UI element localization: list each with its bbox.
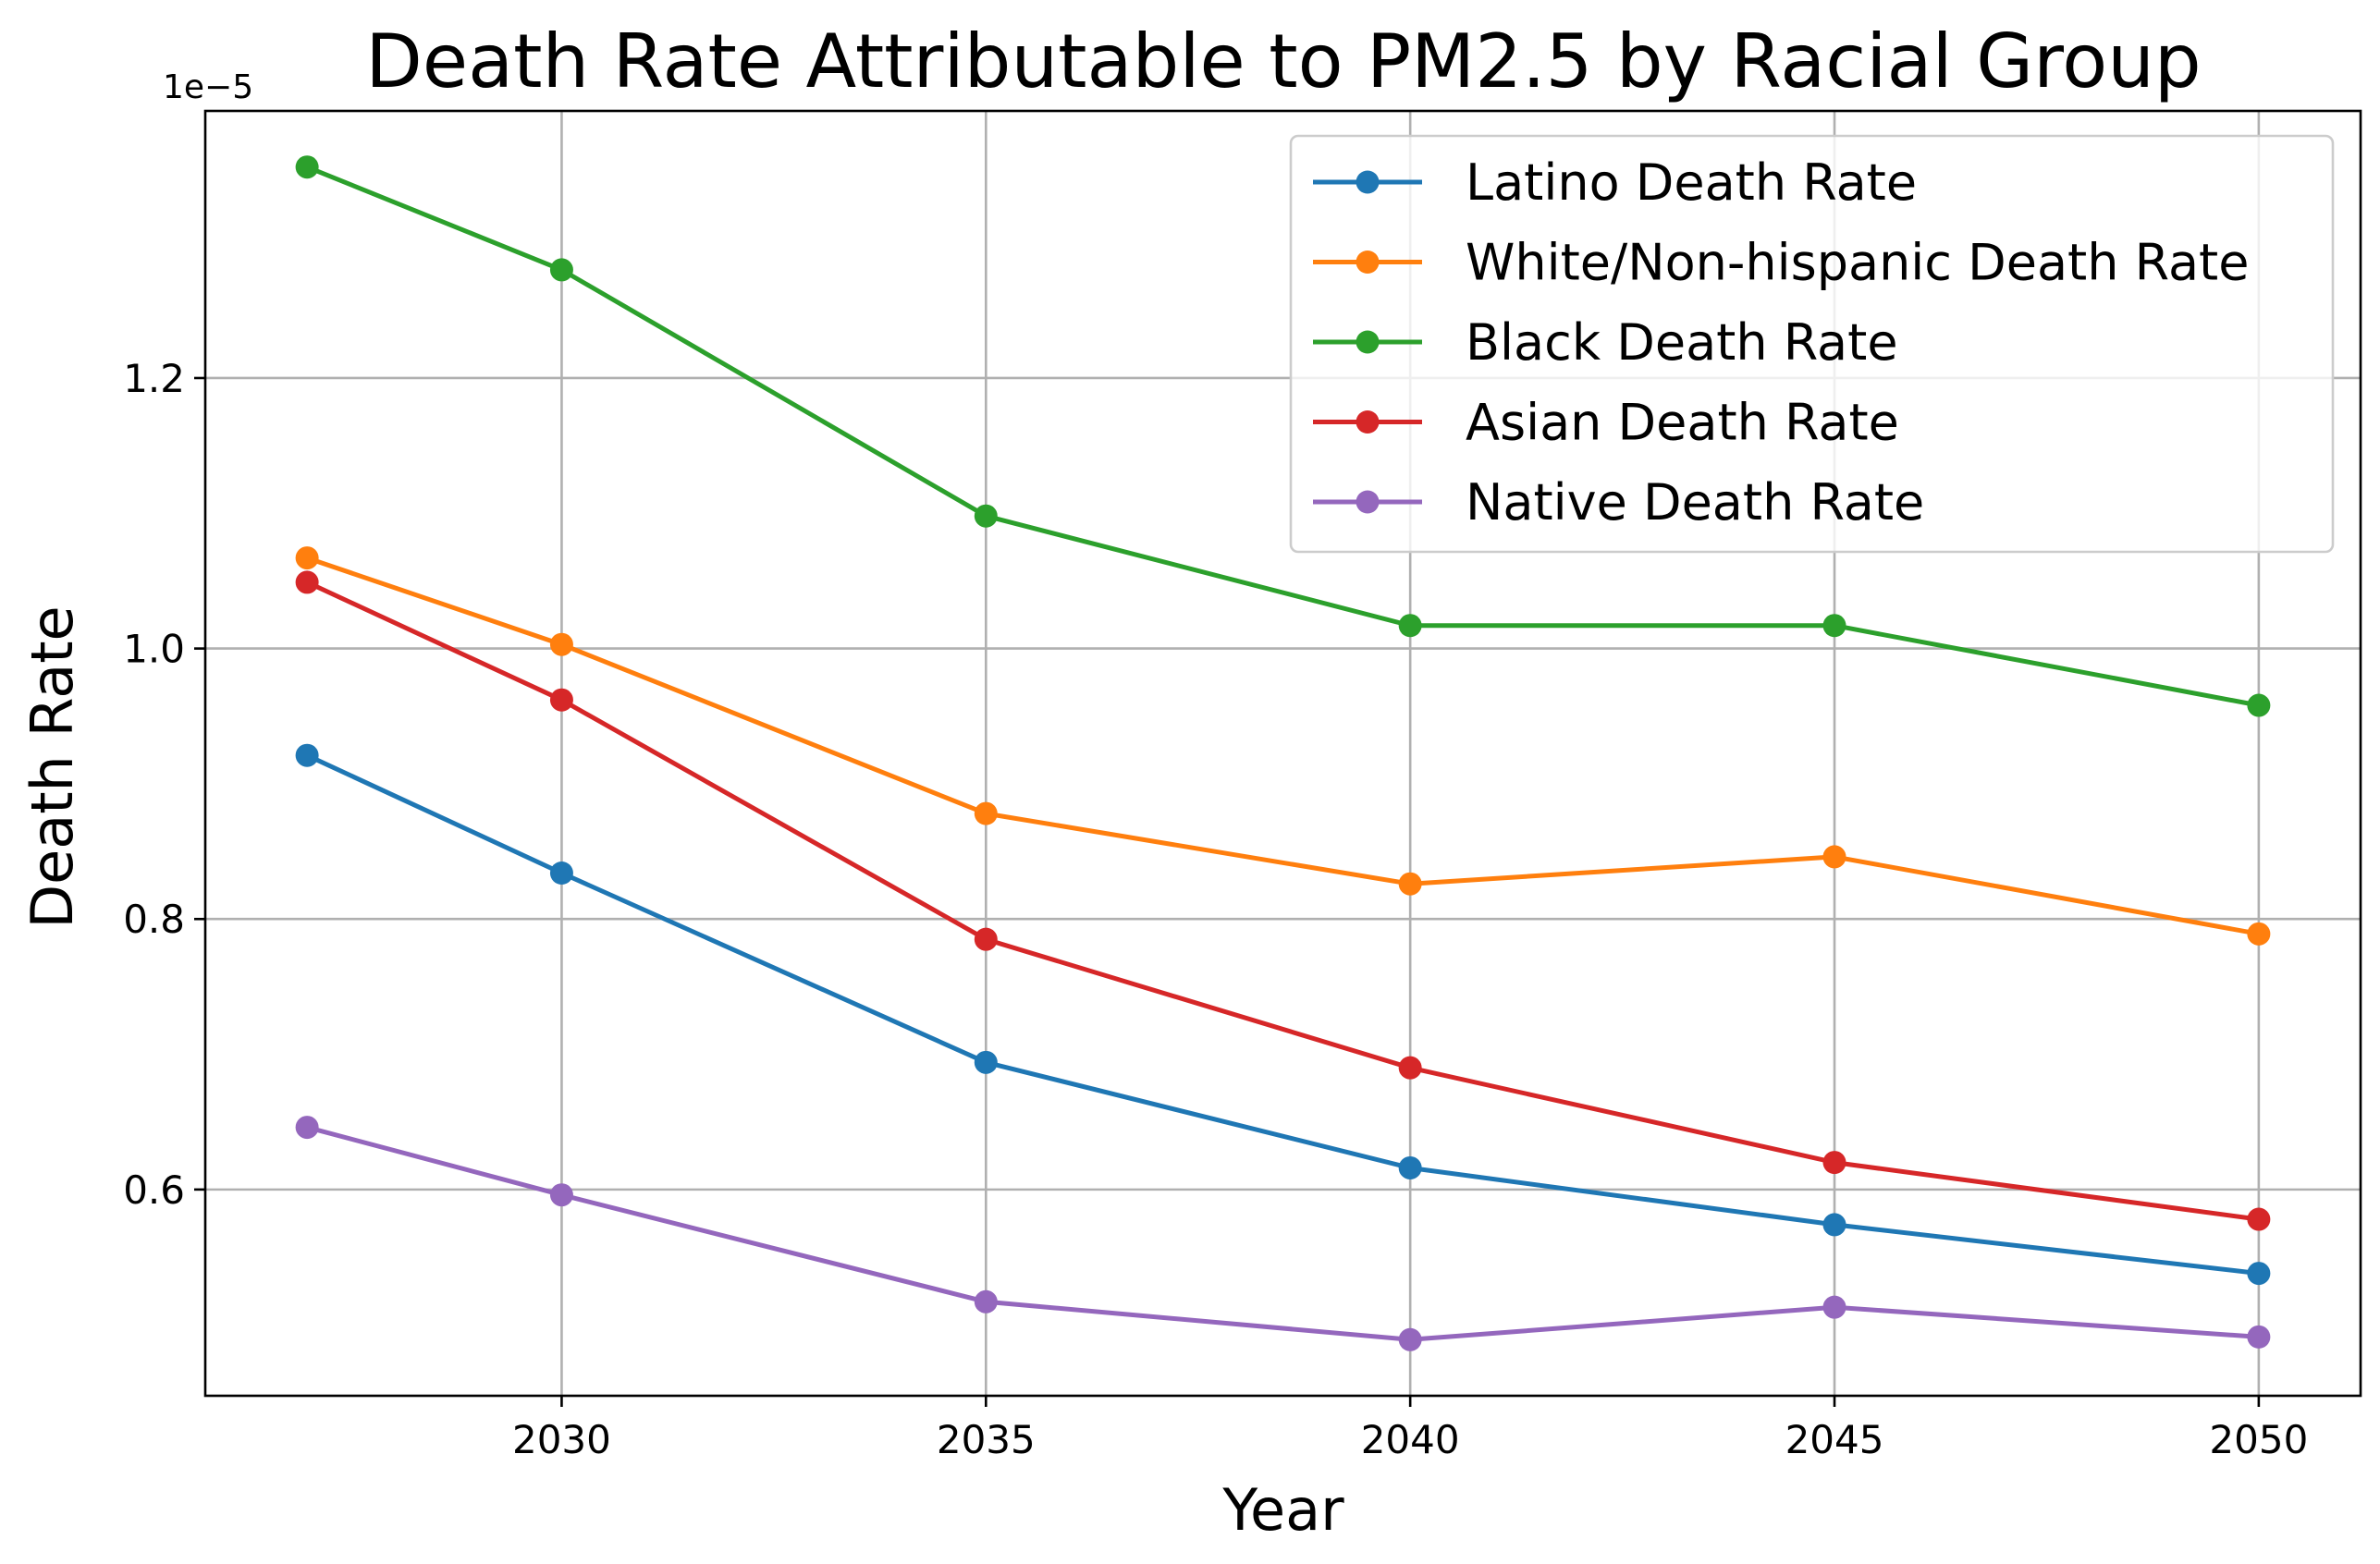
series bbox=[295, 743, 2271, 1286]
data-point bbox=[549, 861, 573, 885]
y-axis-offset-label: 1e−5 bbox=[163, 68, 253, 106]
x-tick-label: 2030 bbox=[512, 1417, 611, 1462]
data-point bbox=[295, 1116, 319, 1140]
data-point bbox=[2247, 1325, 2271, 1349]
data-point bbox=[1822, 1295, 1846, 1319]
series-lines bbox=[295, 155, 2271, 1351]
chart-title: Death Rate Attributable to PM2.5 by Raci… bbox=[365, 18, 2201, 104]
x-tick-label: 2040 bbox=[1361, 1417, 1460, 1462]
series bbox=[295, 570, 2271, 1231]
legend-item: Black Death Rate bbox=[1313, 313, 1898, 372]
legend: Latino Death Rate White/Non-hispanic Deat… bbox=[1289, 134, 2335, 554]
series-line bbox=[306, 580, 2260, 1222]
legend-marker bbox=[1356, 490, 1380, 514]
legend-item: Latino Death Rate bbox=[1313, 153, 1917, 212]
legend-label: Native Death Rate bbox=[1466, 473, 1924, 532]
series-line bbox=[306, 752, 2260, 1277]
y-tick-label: 0.6 bbox=[123, 1167, 185, 1213]
data-point bbox=[2247, 1262, 2271, 1286]
data-point bbox=[2247, 693, 2271, 717]
data-point bbox=[295, 570, 319, 594]
legend-marker bbox=[1356, 410, 1380, 434]
legend-label: White/Non-hispanic Death Rate bbox=[1466, 234, 2249, 292]
legend-item: White/Non-hispanic Death Rate bbox=[1313, 234, 2249, 292]
legend-label: Black Death Rate bbox=[1466, 313, 1898, 372]
data-point bbox=[974, 801, 998, 825]
series bbox=[295, 546, 2271, 946]
data-point bbox=[1822, 1151, 1846, 1175]
y-tick-label: 1.2 bbox=[123, 356, 185, 401]
legend-item: Asian Death Rate bbox=[1313, 394, 1899, 452]
data-point bbox=[549, 1183, 573, 1207]
plot-frame bbox=[203, 109, 2362, 1398]
data-point bbox=[1822, 1213, 1846, 1237]
data-point bbox=[1398, 872, 1422, 896]
x-tick-label: 2045 bbox=[1785, 1417, 1884, 1462]
legend-item: Native Death Rate bbox=[1313, 473, 1924, 532]
legend-marker bbox=[1356, 170, 1380, 194]
data-point bbox=[974, 504, 998, 528]
series bbox=[295, 1116, 2271, 1351]
data-point bbox=[295, 155, 319, 179]
data-point bbox=[1822, 614, 1846, 638]
data-point bbox=[1398, 1155, 1422, 1179]
data-point bbox=[974, 927, 998, 951]
x-axis-label: Year bbox=[1221, 1476, 1344, 1544]
data-point bbox=[1398, 614, 1422, 638]
legend-label: Asian Death Rate bbox=[1466, 394, 1899, 452]
data-point bbox=[2247, 1207, 2271, 1231]
data-point bbox=[1398, 1056, 1422, 1080]
series-line bbox=[306, 165, 2260, 708]
y-axis-label: Death Rate bbox=[18, 605, 86, 928]
series-line bbox=[306, 1125, 2260, 1342]
data-point bbox=[549, 688, 573, 712]
y-tick-label: 0.8 bbox=[123, 897, 185, 942]
data-point bbox=[295, 743, 319, 767]
data-point bbox=[549, 258, 573, 282]
data-point bbox=[1822, 845, 1846, 869]
data-point bbox=[974, 1050, 998, 1074]
legend-box bbox=[1289, 134, 2335, 554]
series bbox=[295, 155, 2271, 717]
y-tick-label: 1.0 bbox=[123, 627, 185, 672]
legend-label: Latino Death Rate bbox=[1466, 153, 1917, 212]
data-point bbox=[974, 1289, 998, 1314]
series-line bbox=[306, 556, 2260, 936]
data-point bbox=[1398, 1327, 1422, 1351]
data-point bbox=[549, 632, 573, 656]
x-tick-label: 2050 bbox=[2209, 1417, 2308, 1462]
data-point bbox=[2247, 922, 2271, 946]
data-point bbox=[295, 546, 319, 570]
axis-ticks: 2030 2035 2040 2045 2050 0.6 0.8 1.0 1.2 bbox=[123, 356, 2308, 1462]
x-tick-label: 2035 bbox=[937, 1417, 1036, 1462]
legend-marker bbox=[1356, 330, 1380, 354]
legend-marker bbox=[1356, 250, 1380, 274]
